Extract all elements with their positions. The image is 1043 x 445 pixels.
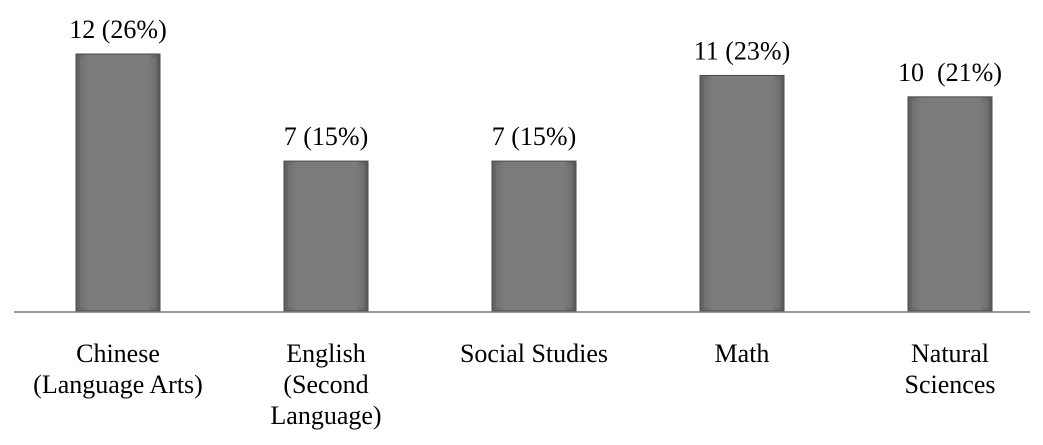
data-label: 12 (26%) — [69, 15, 166, 44]
bar-bevel — [912, 100, 988, 307]
x-tick-label: Chinese (Language Arts) — [33, 339, 203, 399]
data-label: 11 (23%) — [694, 36, 791, 65]
bar-bevel — [80, 58, 156, 307]
bar-bevel — [496, 165, 572, 307]
x-tick-label: Social Studies — [459, 339, 609, 368]
bar-bevel — [288, 165, 364, 307]
data-label: 7 (15%) — [492, 122, 576, 151]
data-label: 7 (15%) — [284, 122, 368, 151]
bar-bevel — [704, 79, 780, 308]
x-tick-label: English (Second Language) — [270, 339, 382, 430]
data-label: 10 (21%) — [898, 58, 1002, 87]
x-tick-label: Natural Sciences — [904, 339, 996, 399]
x-tick-label: Math — [714, 339, 770, 368]
